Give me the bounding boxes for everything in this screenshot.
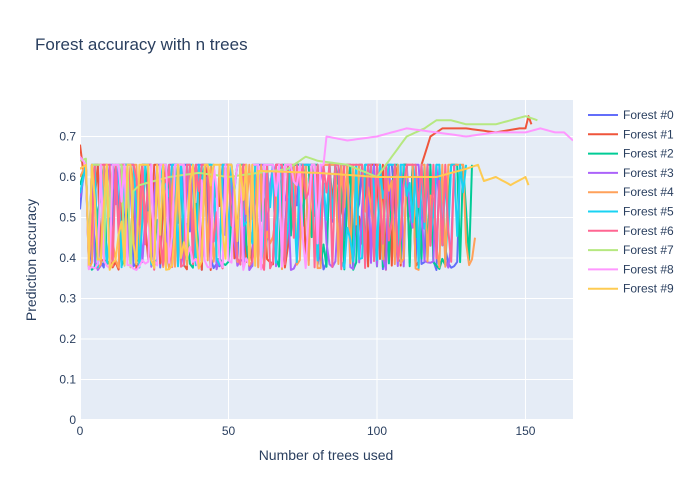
legend-item-2[interactable]: Forest #2 (588, 147, 674, 161)
legend-label: Forest #3 (623, 166, 674, 180)
legend-label: Forest #7 (623, 243, 674, 257)
y-tick-label: 0.7 (59, 129, 76, 143)
series-line-9 (80, 163, 530, 271)
legend-label: Forest #0 (623, 108, 674, 122)
legend-label: Forest #8 (623, 262, 674, 276)
legend-label: Forest #9 (623, 282, 674, 296)
y-tick-label: 0.5 (59, 210, 76, 224)
legend-item-7[interactable]: Forest #7 (588, 243, 674, 257)
x-tick-label: 150 (515, 424, 535, 438)
x-axis-title: Number of trees used (259, 447, 394, 463)
legend-item-6[interactable]: Forest #6 (588, 224, 674, 238)
y-tick-label: 0 (69, 413, 76, 427)
y-tick-label: 0.1 (59, 372, 76, 386)
chart-title: Forest accuracy with n trees (35, 35, 248, 54)
legend[interactable]: Forest #0 Forest #1 Forest #2 Forest #3 Fore… (588, 108, 674, 296)
x-tick-label: 100 (367, 424, 387, 438)
legend-item-0[interactable]: Forest #0 (588, 108, 674, 122)
legend-item-5[interactable]: Forest #5 (588, 205, 674, 219)
y-tick-label: 0.4 (59, 251, 76, 265)
y-tick-label: 0.2 (59, 332, 76, 346)
legend-label: Forest #4 (623, 185, 674, 199)
y-tick-label: 0.6 (59, 170, 76, 184)
x-tick-label: 50 (222, 424, 236, 438)
legend-item-9[interactable]: Forest #9 (588, 282, 674, 296)
legend-item-1[interactable]: Forest #1 (588, 127, 674, 141)
legend-label: Forest #2 (623, 147, 674, 161)
y-tick-label: 0.3 (59, 291, 76, 305)
plot-area: 0 0.1 0.2 0.3 0.4 0.5 0.6 0.7 0 50 100 150 (59, 100, 573, 438)
legend-label: Forest #5 (623, 205, 674, 219)
x-tick-label: 0 (77, 424, 84, 438)
legend-label: Forest #6 (623, 224, 674, 238)
y-axis-title: Prediction accuracy (23, 199, 39, 321)
legend-label: Forest #1 (623, 127, 674, 141)
legend-item-3[interactable]: Forest #3 (588, 166, 674, 180)
legend-item-4[interactable]: Forest #4 (588, 185, 674, 199)
legend-item-8[interactable]: Forest #8 (588, 262, 674, 276)
